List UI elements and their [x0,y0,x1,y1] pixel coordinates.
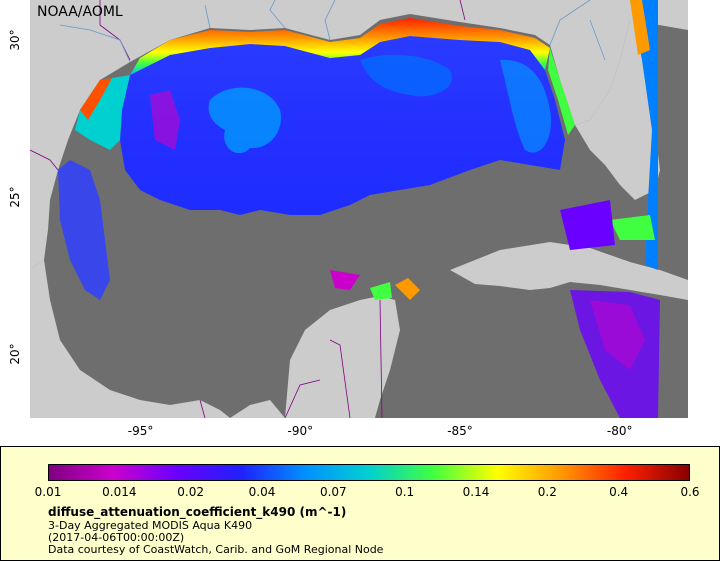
legend-time: (2017-04-06T00:00:00Z) [48,531,185,544]
coastal-shelf-florida [548,48,575,135]
land-florida [575,20,660,200]
credit-label: NOAA/AOML [37,4,123,20]
colorbar-tick-label: 0.6 [680,485,700,499]
water-atlantic-swath [630,0,658,270]
colorbar-tick-label: 0.01 [34,485,62,499]
water-eddy [360,54,452,97]
water-eddy [208,87,281,154]
colorbar-tick-label: 0.04 [248,485,276,499]
water-loop-current [500,59,551,153]
water-yucatan-coast [330,270,360,290]
water-eddy [150,90,180,150]
colorbar [48,464,690,481]
colorbar-tick-label: 0.014 [102,485,137,499]
water-yucatan-coast [370,282,392,300]
water-western-strip [58,160,110,300]
land-cuba [450,242,688,300]
water-atlantic-swath [630,0,650,55]
lon-tick-label: -95° [127,424,154,438]
lon-tick-label: -80° [606,424,633,438]
colorbar-tick-label: 0.1 [395,485,415,499]
colorbar-tick-label: 0.4 [609,485,629,499]
political-borders [30,0,466,418]
gulf-water [120,36,565,215]
water-yucatan-coast [395,278,420,300]
land-yucatan [285,296,400,418]
land-mexico [30,260,230,418]
lat-tick-label: 25° [8,186,22,208]
lat-tick-label: 20° [8,343,22,365]
lon-tick-label: -90° [287,424,314,438]
legend-product: 3-Day Aggregated MODIS Aqua K490 [48,519,253,532]
water-bahamas [560,200,615,250]
coastal-shelf-west-red [80,78,112,120]
land-us-coast [30,0,688,270]
water-caribbean-swath [590,300,645,370]
rivers [59,0,606,63]
map-canvas [30,0,688,418]
coastal-shelf-west [75,75,130,150]
colorbar-tick-label: 0.02 [177,485,205,499]
land-central-america [230,400,285,418]
map-frame [30,0,688,418]
legend-panel: 0.01 0.014 0.02 0.04 0.07 0.1 0.14 0.2 0.4 0.6 di… [0,446,720,561]
lon-tick-label: -85° [447,424,473,438]
water-bahamas [610,215,655,240]
colorbar-tick-label: 0.2 [537,485,557,499]
legend-source: Data courtesy of CoastWatch, Carib. and … [48,543,384,556]
colorbar-tick-label: 0.07 [319,485,347,499]
coastal-shelf-north [130,18,550,75]
legend-variable: diffuse_attenuation_coefficient_k490 (m^… [48,505,347,519]
colorbar-tick-label: 0.14 [462,485,490,499]
lat-tick-label: 30° [8,29,22,51]
